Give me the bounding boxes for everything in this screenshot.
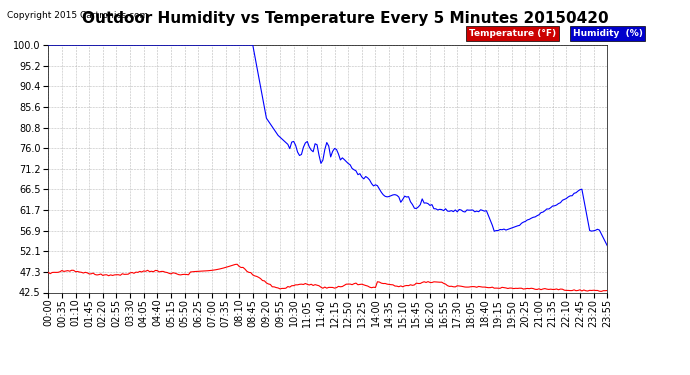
Text: Temperature (°F): Temperature (°F) — [469, 29, 556, 38]
Text: Outdoor Humidity vs Temperature Every 5 Minutes 20150420: Outdoor Humidity vs Temperature Every 5 … — [81, 11, 609, 26]
Text: Copyright 2015 Cartronics.com: Copyright 2015 Cartronics.com — [7, 11, 148, 20]
Text: Humidity  (%): Humidity (%) — [573, 29, 642, 38]
